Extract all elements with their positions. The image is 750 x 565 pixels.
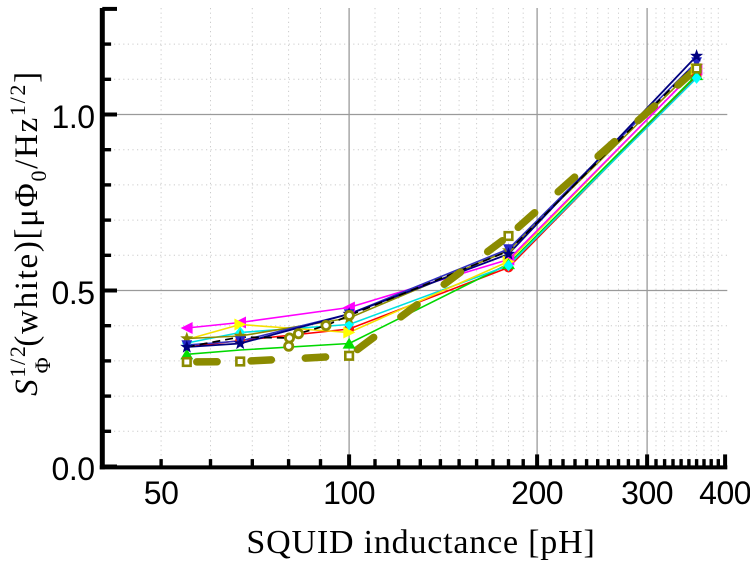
svg-text:100: 100 [323,475,375,511]
svg-text:S1/2Φ(white)[μΦ0/Hz1/2]: S1/2Φ(white)[μΦ0/Hz1/2] [5,70,55,396]
svg-text:200: 200 [511,475,563,511]
svg-text:0.5: 0.5 [52,275,95,311]
svg-text:SQUID inductance [pH]: SQUID inductance [pH] [246,524,595,561]
svg-text:300: 300 [621,475,673,511]
svg-text:1.0: 1.0 [52,99,95,135]
svg-text:400: 400 [699,475,750,511]
svg-text:0.0: 0.0 [52,451,95,487]
svg-text:50: 50 [144,475,179,511]
